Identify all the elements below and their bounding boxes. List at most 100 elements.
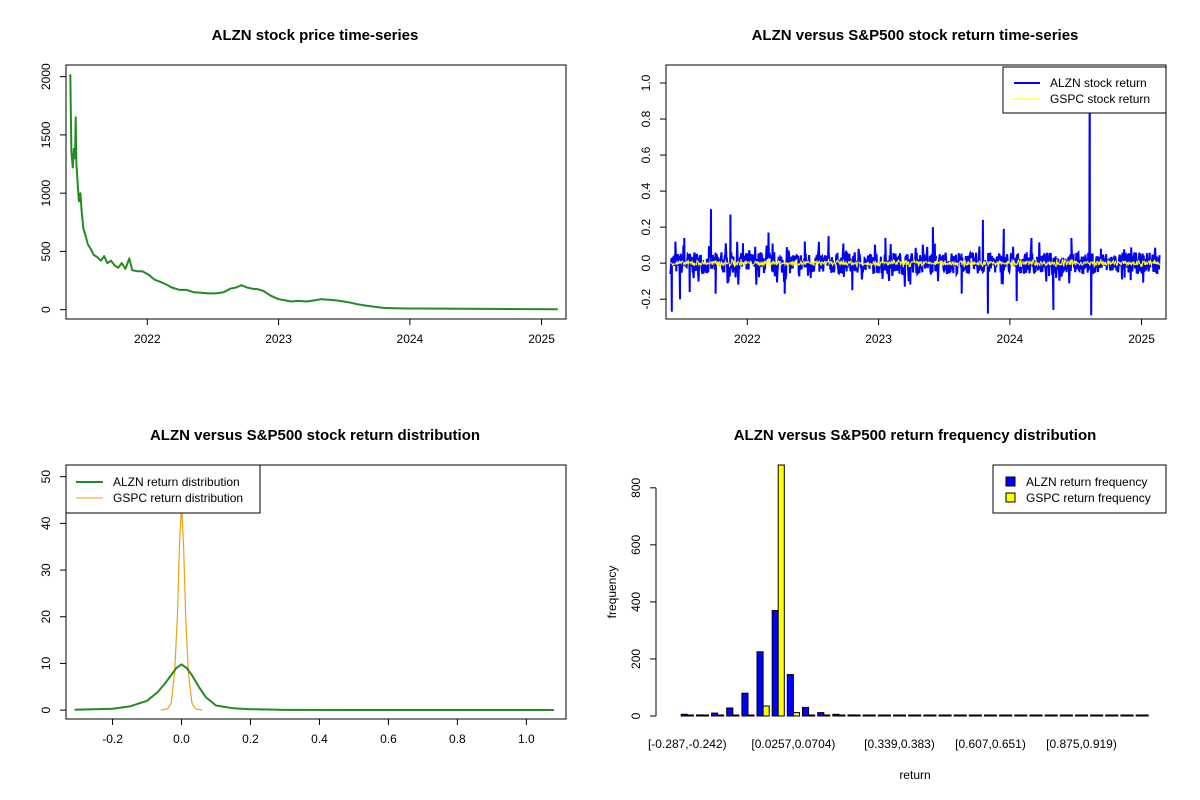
alzn-return-line [669, 73, 1161, 316]
alzn-frequency-bar [680, 713, 688, 717]
gspc-frequency-bar [914, 714, 922, 717]
density-chart-title: ALZN versus S&P500 stock return distribu… [150, 427, 480, 444]
density-y-tick: 50 [39, 470, 53, 484]
alzn-frequency-bar [711, 712, 719, 717]
gspc-frequency-bar [899, 714, 907, 717]
density-x-axis: -0.2 0.0 0.2 0.4 0.6 0.8 1.0 [102, 718, 535, 746]
density-x-tick: 0.6 [380, 732, 397, 746]
density-y-tick: 0 [39, 706, 53, 713]
density-x-tick: 0.4 [311, 732, 328, 746]
returns-x-tick: 2023 [865, 332, 892, 346]
alzn-density-line [74, 663, 554, 711]
price-x-tick: 2024 [397, 332, 424, 346]
returns-y-tick: 1.0 [639, 74, 653, 91]
gspc-frequency-bar [717, 714, 725, 717]
price-plot-frame [65, 64, 567, 320]
frequency-y-axis: 0 200 400 600 800 [629, 477, 657, 719]
returns-y-tick: 0.4 [639, 182, 653, 199]
returns-chart-title: ALZN versus S&P500 stock return time-ser… [752, 27, 1079, 44]
frequency-x-axis: [-0.287,-0.242) [0.0257,0.0704) [0.339,0… [648, 737, 1117, 751]
gspc-frequency-bar [838, 714, 846, 717]
returns-y-tick: 0.6 [639, 146, 653, 163]
gspc-frequency-bar [868, 714, 876, 717]
gspc-frequency-bar [762, 705, 770, 717]
frequency-x-tick: [0.607,0.651) [955, 737, 1026, 751]
gspc-frequency-bar [929, 714, 937, 717]
price-y-axis: 0 500 1000 1500 2000 [39, 63, 67, 313]
price-x-tick: 2023 [265, 332, 292, 346]
gspc-frequency-bar [747, 714, 755, 717]
gspc-frequency-bar [990, 714, 998, 717]
frequency-chart: ALZN versus S&P500 return frequency dist… [605, 427, 1167, 782]
density-y-tick: 30 [39, 563, 53, 577]
density-y-axis: 0 10 20 30 40 50 [39, 470, 67, 713]
alzn-frequency-bar [1029, 714, 1037, 717]
alzn-frequency-bar [756, 651, 764, 717]
gspc-frequency-bar [1065, 714, 1073, 717]
gspc-frequency-bar [792, 712, 801, 717]
frequency-x-tick: [0.339,0.383) [864, 737, 935, 751]
gspc-frequency-bar [1111, 714, 1119, 717]
returns-legend: ALZN stock return GSPC stock return [1002, 66, 1167, 114]
gspc-frequency-bar [1141, 714, 1149, 717]
frequency-x-tick: [0.875,0.919) [1046, 737, 1117, 751]
returns-y-tick: -0.2 [639, 289, 653, 310]
density-legend-label-gspc: GSPC return distribution [113, 491, 243, 505]
gspc-return-line [669, 258, 1160, 268]
gspc-frequency-bar [1050, 714, 1058, 717]
alzn-frequency-bar [817, 712, 825, 717]
price-y-tick: 0 [39, 306, 53, 313]
alzn-frequency-bar [1090, 714, 1098, 717]
returns-legend-box [1002, 66, 1167, 114]
alzn-frequency-bar [1059, 714, 1067, 717]
frequency-plot-area [680, 464, 1149, 717]
alzn-frequency-bar [999, 714, 1007, 717]
price-y-tick: 1000 [39, 179, 53, 206]
returns-legend-label-gspc: GSPC stock return [1050, 92, 1150, 106]
density-plot-area [74, 504, 554, 711]
price-series-line [69, 74, 558, 311]
frequency-y-tick: 600 [629, 535, 643, 555]
gspc-frequency-bar [1081, 714, 1089, 717]
density-y-tick: 40 [39, 516, 53, 530]
price-y-tick: 2000 [39, 63, 53, 90]
gspc-frequency-bar [1126, 714, 1134, 717]
gspc-frequency-bar [808, 714, 816, 717]
frequency-y-tick: 200 [629, 649, 643, 669]
gspc-frequency-bar [1020, 714, 1028, 717]
alzn-frequency-bar [983, 714, 992, 717]
returns-chart: ALZN versus S&P500 stock return time-ser… [639, 27, 1167, 346]
density-legend-label-alzn: ALZN return distribution [113, 475, 240, 489]
gspc-frequency-bar [959, 714, 967, 717]
frequency-chart-title: ALZN versus S&P500 return frequency dist… [734, 427, 1097, 444]
gspc-frequency-bar [777, 464, 785, 717]
frequency-legend-box [992, 464, 1167, 514]
gspc-frequency-bar [701, 714, 710, 717]
alzn-frequency-bar [968, 714, 976, 717]
alzn-frequency-bar [938, 714, 946, 717]
returns-y-axis: -0.2 0.0 0.2 0.4 0.6 0.8 1.0 [639, 74, 667, 310]
density-x-tick: 1.0 [518, 732, 535, 746]
alzn-frequency-bar [847, 714, 855, 717]
gspc-frequency-bar [823, 714, 831, 717]
frequency-legend-swatch-alzn [1005, 476, 1016, 487]
alzn-frequency-bar [1120, 714, 1128, 717]
gspc-frequency-bar [883, 714, 892, 717]
gspc-frequency-bar [686, 714, 694, 717]
density-legend-box [65, 464, 261, 514]
gspc-frequency-bar [1035, 714, 1043, 717]
alzn-frequency-bar [1135, 714, 1143, 717]
alzn-frequency-bar [953, 714, 961, 717]
alzn-frequency-bar [862, 714, 870, 717]
frequency-y-tick: 800 [629, 477, 643, 497]
frequency-legend-label-gspc: GSPC return frequency [1026, 491, 1151, 505]
returns-x-tick: 2022 [734, 332, 761, 346]
frequency-x-tick: [0.0257,0.0704) [751, 737, 835, 751]
alzn-frequency-bar [786, 674, 794, 717]
frequency-legend-label-alzn: ALZN return frequency [1026, 475, 1147, 489]
returns-legend-label-alzn: ALZN stock return [1050, 76, 1147, 90]
alzn-frequency-bar [741, 692, 749, 717]
frequency-y-tick: 0 [629, 712, 643, 719]
